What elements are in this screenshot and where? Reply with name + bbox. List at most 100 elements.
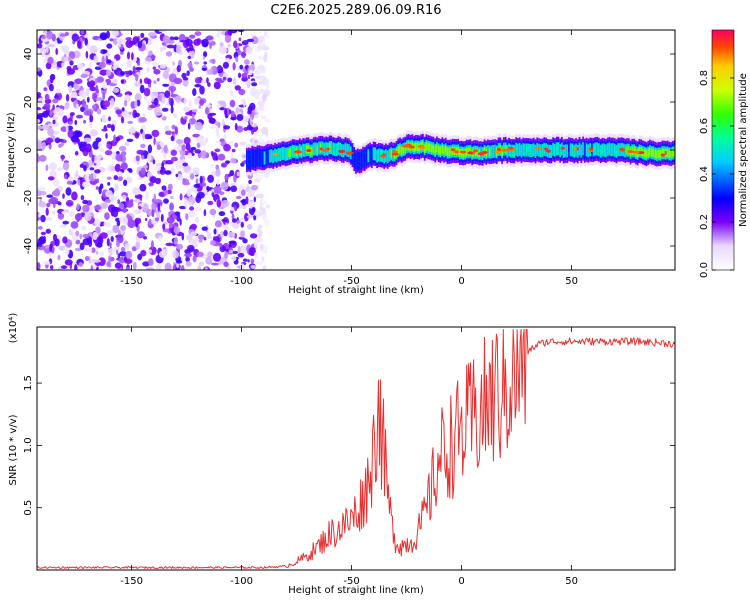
heatmap-cell: [92, 155, 101, 164]
heatmap-cell: [123, 179, 128, 186]
heatmap-cell: [89, 86, 97, 92]
heatmap-cell: [210, 67, 213, 75]
heatmap-cell: [205, 35, 214, 41]
heatmap-cell: [190, 231, 197, 237]
heatmap-cell: [52, 104, 55, 111]
heatmap-cell: [188, 170, 192, 175]
heatmap-cell: [52, 116, 59, 121]
heatmap-cell: [151, 209, 155, 218]
heatmap-cell: [80, 73, 88, 78]
heatmap-cell: [460, 150, 467, 154]
heatmap-cell: [204, 267, 208, 270]
heatmap-cell: [152, 66, 156, 70]
heatmap-cell: [134, 93, 142, 102]
heatmap-cell: [112, 224, 119, 234]
heatmap-cell: [346, 143, 349, 157]
heatmap-cell: [69, 112, 75, 116]
heatmap-cell: [135, 241, 141, 250]
heatmap-cell: [207, 82, 211, 87]
heatmap-cell: [90, 265, 93, 270]
heatmap-cell: [79, 242, 85, 251]
heatmap-cell: [221, 218, 228, 223]
heatmap-cell: [541, 144, 544, 157]
heatmap-cell: [75, 230, 80, 237]
heatmap-cell: [585, 143, 588, 157]
heatmap-cell: [62, 193, 65, 199]
heatmap-cell: [164, 90, 171, 99]
heatmap-cell: [173, 113, 177, 118]
heatmap-cell: [263, 151, 266, 165]
heatmap-cell: [244, 65, 249, 69]
heatmap-cell: [118, 145, 127, 152]
heatmap-cell: [239, 141, 247, 146]
heatmap-cell: [59, 108, 64, 117]
heatmap-cell: [138, 205, 142, 210]
heatmap-cell: [80, 195, 85, 201]
spectrogram-heatmap: [37, 30, 675, 270]
heatmap-cell: [372, 147, 375, 161]
heatmap-cell: [134, 209, 139, 214]
heatmap-cell: [247, 259, 250, 263]
heatmap-cell: [262, 265, 267, 270]
heatmap-cell: [113, 134, 116, 143]
heatmap-cell: [627, 150, 634, 154]
heatmap-cell: [184, 253, 192, 258]
heatmap-cell: [238, 88, 246, 96]
heatmap-cell: [59, 33, 67, 37]
heatmap-cell: [356, 151, 360, 170]
heatmap-cell: [68, 56, 72, 62]
heatmap-cell: [124, 258, 133, 265]
heatmap-cell: [437, 145, 440, 155]
heatmap-cell: [128, 127, 137, 134]
heatmap-cell: [397, 146, 400, 155]
heatmap-cell: [270, 149, 273, 163]
heatmap-cell: [37, 153, 40, 163]
heatmap-cell: [120, 51, 124, 55]
heatmap-cell: [374, 147, 377, 161]
heatmap-cell: [259, 230, 263, 237]
heatmap-cell: [37, 107, 42, 111]
heatmap-cell: [38, 213, 41, 218]
heatmap-cell: [151, 202, 157, 212]
heatmap-cell: [231, 218, 237, 223]
heatmap-cell: [201, 38, 209, 48]
heatmap-cell: [148, 218, 152, 226]
heatmap-cell: [569, 143, 572, 157]
heatmap-cell: [139, 84, 145, 94]
heatmap-cell: [185, 256, 190, 263]
heatmap-cell: [153, 97, 159, 106]
heatmap-cell: [192, 254, 197, 263]
heatmap-cell: [62, 162, 70, 171]
heatmap-cell: [215, 126, 219, 136]
heatmap-cell: [77, 62, 84, 70]
heatmap-cell: [57, 167, 63, 172]
heatmap-cell: [175, 173, 179, 177]
heatmap-cell: [201, 226, 208, 231]
heatmap-cell: [203, 61, 207, 65]
heatmap-cell: [325, 142, 328, 156]
heatmap-cell: [229, 109, 232, 115]
heatmap-cell: [54, 188, 61, 197]
heatmap-cell: [253, 178, 260, 183]
heatmap-cell: [60, 45, 69, 52]
heatmap-cell: [122, 207, 127, 214]
figure-title: C2E6.2025.289.06.09.R16: [270, 3, 441, 18]
heatmap-cell: [179, 150, 186, 156]
heatmap-cell: [158, 191, 165, 197]
heatmap-cell: [132, 36, 140, 45]
heatmap-cell: [162, 70, 169, 80]
heatmap-cell: [105, 133, 108, 139]
heatmap-cell: [74, 213, 83, 221]
heatmap-cell: [171, 87, 174, 97]
heatmap-cell: [506, 145, 509, 158]
heatmap-cell: [666, 148, 669, 157]
heatmap-cell: [161, 107, 169, 112]
heatmap-cell: [153, 80, 157, 85]
heatmap-cell: [267, 146, 270, 165]
heatmap-cell: [369, 145, 372, 164]
heatmap-cell: [189, 34, 196, 39]
heatmap-cell: [240, 230, 245, 238]
heatmap-cell: [205, 106, 209, 115]
heatmap-cell: [45, 207, 49, 216]
heatmap-cell: [75, 170, 79, 177]
